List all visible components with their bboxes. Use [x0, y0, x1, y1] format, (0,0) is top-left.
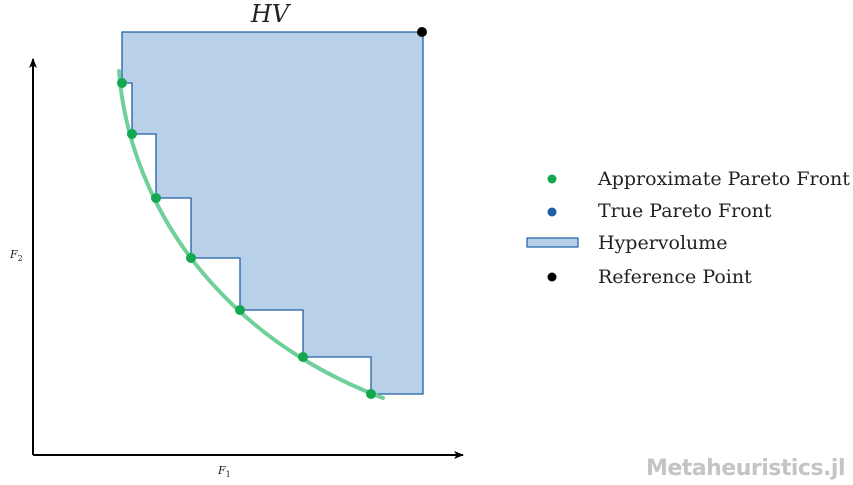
approx-point	[186, 253, 196, 263]
legend-label-true: True Pareto Front	[598, 200, 772, 222]
hypervolume-region	[121, 31, 424, 395]
watermark-logo: Metaheuristics.jl	[645, 456, 846, 481]
legend-marker-hypervolume	[526, 237, 579, 248]
x-axis-label: F1	[217, 464, 231, 479]
legend-marker-true	[547, 207, 557, 217]
approx-point	[127, 129, 137, 139]
approx-point	[235, 305, 245, 315]
legend-label-hypervolume: Hypervolume	[598, 232, 728, 254]
legend-label-approx: Approximate Pareto Front	[597, 168, 850, 190]
approx-point	[117, 78, 127, 88]
approximate-pareto-front-points	[117, 78, 376, 399]
legend-marker-approx	[547, 174, 557, 184]
legend-label-reference: Reference Point	[598, 266, 752, 288]
diagram-title: HV	[250, 0, 292, 28]
approx-point	[151, 193, 161, 203]
approx-point	[298, 352, 308, 362]
legend: Approximate Pareto Front True Pareto Fro…	[526, 168, 850, 288]
reference-point	[417, 27, 427, 37]
legend-marker-reference	[547, 272, 557, 282]
y-axis-label: F2	[9, 248, 23, 263]
approx-point	[366, 389, 376, 399]
true-pareto-front-curve	[117, 69, 385, 400]
